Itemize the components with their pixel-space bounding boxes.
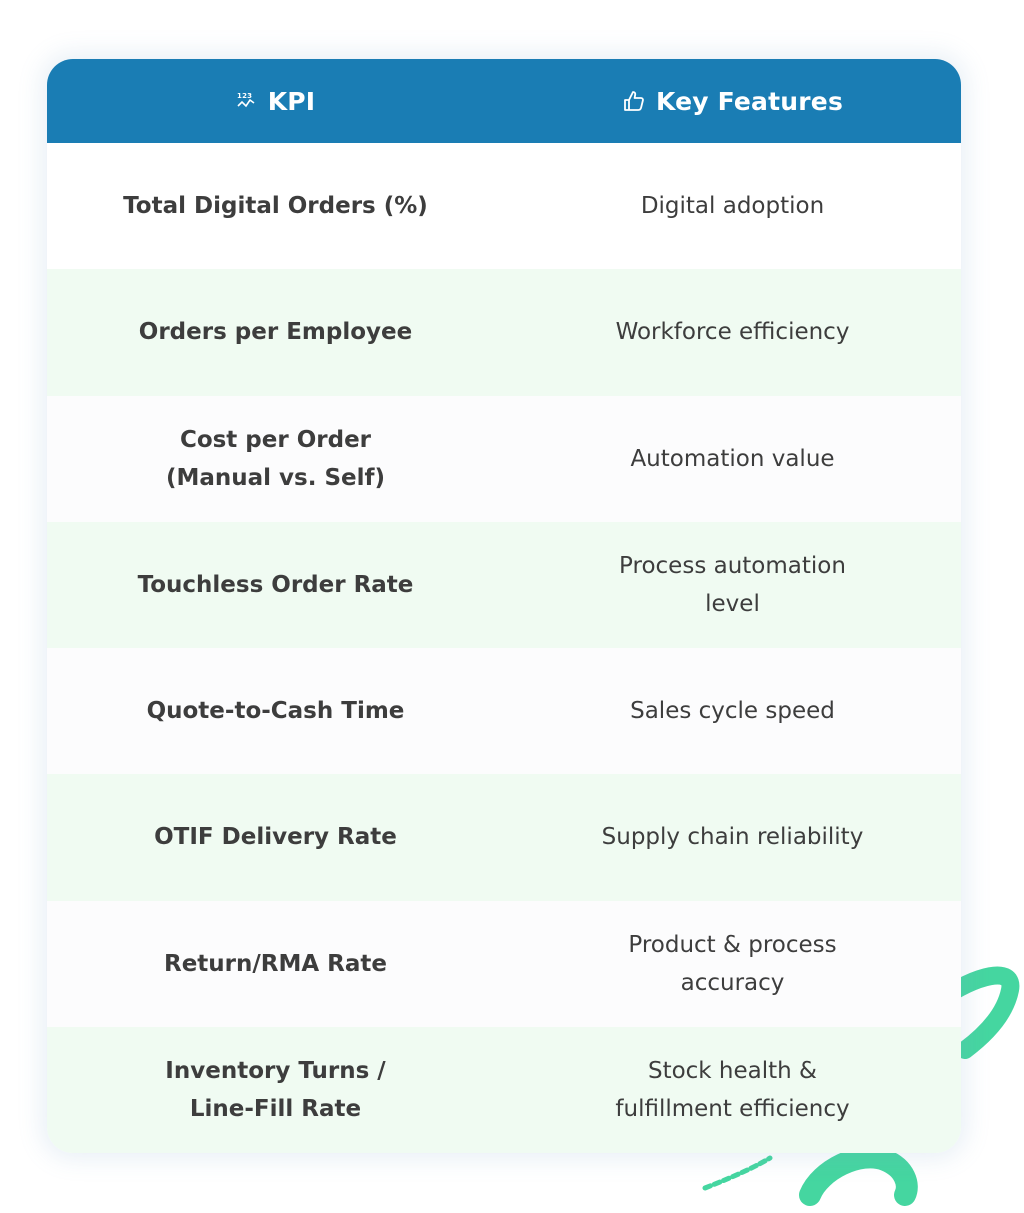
feature-text: Stock health & fulfillment efficiency <box>615 1057 850 1122</box>
feature-cell: Supply chain reliability <box>504 774 961 900</box>
kpi-cell: Cost per Order (Manual vs. Self) <box>47 396 504 522</box>
header-features-label: Key Features <box>655 86 844 116</box>
table-row: Orders per Employee Workforce efficiency <box>47 269 961 396</box>
table-row: Total Digital Orders (%) Digital adoptio… <box>47 143 961 270</box>
table-row: Inventory Turns / Line-Fill Rate Stock h… <box>47 1026 961 1153</box>
kpi-text: OTIF Delivery Rate <box>154 824 397 851</box>
kpi-cell: Inventory Turns / Line-Fill Rate <box>47 1027 504 1153</box>
feature-text: Process automation level <box>619 552 846 617</box>
kpi-text: Orders per Employee <box>138 319 413 346</box>
table-row: Cost per Order (Manual vs. Self) Automat… <box>47 395 961 522</box>
header-kpi: 123 KPI <box>47 87 504 116</box>
feature-text: Workforce efficiency <box>615 319 850 346</box>
kpi-cell: Return/RMA Rate <box>47 901 504 1027</box>
kpi-cell: Touchless Order Rate <box>47 522 504 648</box>
kpi-cell: Quote-to-Cash Time <box>47 648 504 774</box>
feature-text: Sales cycle speed <box>630 698 835 725</box>
kpi-cell: OTIF Delivery Rate <box>47 774 504 900</box>
kpi-text: Touchless Order Rate <box>137 571 414 598</box>
feature-cell: Process automation level <box>504 522 961 648</box>
feature-cell: Digital adoption <box>504 143 961 269</box>
feature-cell: Product & process accuracy <box>504 901 961 1027</box>
table-header: 123 KPI Key Features <box>47 59 961 143</box>
chart-numbers-icon: 123 <box>237 92 255 108</box>
feature-text: Automation value <box>630 445 835 472</box>
header-kpi-label: KPI <box>267 86 316 116</box>
header-features: Key Features <box>504 87 961 116</box>
table-row: Touchless Order Rate Process automation … <box>47 521 961 648</box>
feature-cell: Workforce efficiency <box>504 269 961 395</box>
feature-text: Supply chain reliability <box>601 824 864 851</box>
table-row: Quote-to-Cash Time Sales cycle speed <box>47 648 961 775</box>
kpi-cell: Total Digital Orders (%) <box>47 143 504 269</box>
feature-cell: Stock health & fulfillment efficiency <box>504 1027 961 1153</box>
feature-text: Product & process accuracy <box>628 931 837 996</box>
feature-text: Digital adoption <box>640 193 825 220</box>
kpi-text: Inventory Turns / Line-Fill Rate <box>165 1057 386 1122</box>
feature-cell: Automation value <box>504 396 961 522</box>
thumbs-up-icon <box>624 91 644 111</box>
kpi-table-card: 123 KPI Key Features Total Digital Order… <box>47 59 961 1153</box>
kpi-text: Quote-to-Cash Time <box>146 698 405 725</box>
kpi-text: Total Digital Orders (%) <box>123 193 428 220</box>
kpi-text: Cost per Order (Manual vs. Self) <box>165 426 386 491</box>
table-row: Return/RMA Rate Product & process accura… <box>47 900 961 1027</box>
feature-cell: Sales cycle speed <box>504 648 961 774</box>
kpi-text: Return/RMA Rate <box>163 950 388 977</box>
kpi-cell: Orders per Employee <box>47 269 504 395</box>
svg-text:123: 123 <box>237 92 252 100</box>
table-row: OTIF Delivery Rate Supply chain reliabil… <box>47 774 961 901</box>
